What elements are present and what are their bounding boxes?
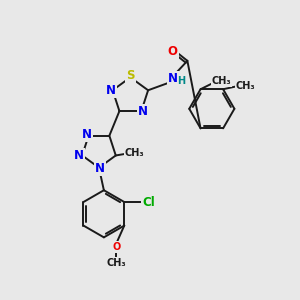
Text: O: O: [112, 242, 121, 252]
Text: N: N: [106, 84, 116, 97]
Text: CH₃: CH₃: [124, 148, 144, 158]
Text: CH₃: CH₃: [236, 81, 256, 91]
Text: N: N: [95, 162, 105, 175]
Text: N: N: [74, 149, 84, 162]
Text: N: N: [168, 72, 178, 85]
Text: CH₃: CH₃: [106, 258, 126, 268]
Text: Cl: Cl: [142, 196, 155, 208]
Text: S: S: [126, 69, 135, 82]
Text: H: H: [177, 76, 185, 86]
Text: N: N: [82, 128, 92, 141]
Text: N: N: [138, 105, 148, 118]
Text: CH₃: CH₃: [211, 76, 231, 86]
Text: O: O: [168, 46, 178, 59]
